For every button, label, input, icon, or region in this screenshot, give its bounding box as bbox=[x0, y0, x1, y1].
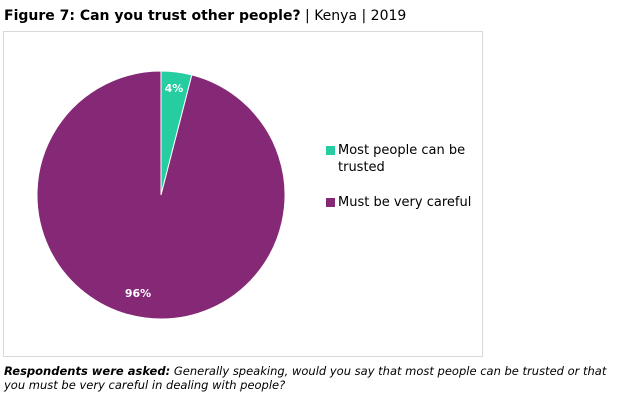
survey-note: Respondents were asked: Generally speaki… bbox=[4, 364, 626, 392]
legend-item-careful: Must be very careful bbox=[326, 194, 486, 211]
title-separator-2: | bbox=[357, 8, 371, 24]
title-country: Kenya bbox=[314, 8, 358, 24]
pie-slice-careful bbox=[36, 70, 286, 320]
legend-item-trusted: Most people can be trusted bbox=[326, 142, 486, 176]
survey-note-text: Generally speaking, would you say that m… bbox=[4, 364, 607, 392]
chart-legend: Most people can be trusted Must be very … bbox=[326, 142, 486, 229]
chart-title-main: Figure 7: Can you trust other people? bbox=[4, 8, 301, 24]
legend-swatch-trusted bbox=[326, 146, 335, 155]
survey-note-lead: Respondents were asked: bbox=[4, 364, 171, 378]
chart-frame bbox=[3, 31, 483, 357]
legend-label-careful: Must be very careful bbox=[338, 195, 472, 210]
legend-swatch-careful bbox=[326, 198, 335, 207]
chart-title: Figure 7: Can you trust other people? | … bbox=[4, 8, 406, 24]
data-label-trusted: 4% bbox=[165, 82, 184, 95]
title-separator: | bbox=[300, 8, 315, 24]
legend-label-trusted: Most people can be trusted bbox=[338, 143, 466, 175]
title-year: 2019 bbox=[370, 8, 407, 24]
data-label-careful: 96% bbox=[125, 287, 151, 300]
